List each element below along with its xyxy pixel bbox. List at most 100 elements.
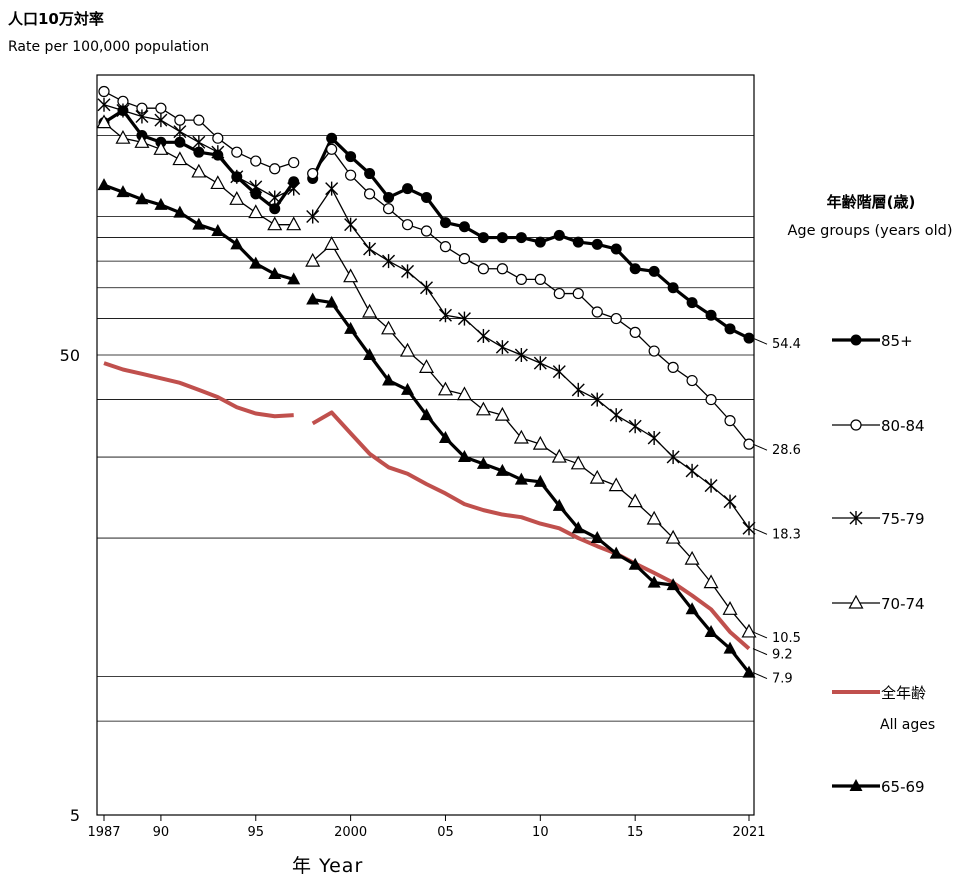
data-point bbox=[457, 450, 471, 463]
legend-label: 85+ bbox=[881, 332, 913, 350]
data-point bbox=[174, 136, 186, 148]
data-point bbox=[665, 529, 681, 544]
data-point bbox=[135, 109, 149, 124]
y-axis-title-ja: 人口10万対率 bbox=[8, 10, 104, 28]
data-point bbox=[362, 303, 378, 318]
data-point bbox=[173, 124, 187, 139]
data-point bbox=[609, 408, 623, 423]
data-point bbox=[742, 521, 756, 536]
x-axis-title: 年 Year bbox=[292, 855, 363, 877]
data-point bbox=[590, 392, 604, 407]
data-point bbox=[590, 531, 604, 544]
data-point bbox=[609, 546, 623, 559]
data-point bbox=[477, 263, 490, 275]
x-tick-label: 90 bbox=[153, 825, 170, 840]
plot-area bbox=[96, 74, 755, 816]
data-point bbox=[532, 435, 548, 450]
data-point bbox=[307, 167, 319, 180]
legend-item: 65-69 bbox=[832, 778, 925, 796]
data-point bbox=[286, 216, 302, 231]
data-point bbox=[343, 268, 359, 283]
data-point bbox=[401, 382, 415, 395]
data-point bbox=[287, 272, 301, 285]
data-point bbox=[193, 114, 205, 126]
data-point bbox=[287, 181, 301, 196]
legend-title-ja: 年齢階層(歳) bbox=[827, 193, 916, 211]
data-point bbox=[345, 169, 357, 181]
data-point bbox=[268, 266, 282, 279]
data-point bbox=[230, 237, 244, 250]
data-point bbox=[97, 97, 111, 112]
data-point bbox=[306, 292, 320, 305]
data-point bbox=[849, 511, 863, 525]
data-point bbox=[685, 463, 699, 478]
data-point bbox=[155, 102, 167, 114]
data-point bbox=[648, 345, 660, 357]
data-point bbox=[647, 575, 661, 588]
x-tick-label: 05 bbox=[437, 825, 454, 840]
legend-label-en: All ages bbox=[880, 717, 935, 733]
data-point bbox=[231, 146, 243, 158]
data-point bbox=[743, 332, 755, 344]
data-point bbox=[724, 415, 736, 427]
end-label-leader bbox=[752, 648, 768, 656]
series-4 bbox=[103, 361, 751, 651]
data-point bbox=[363, 241, 377, 256]
data-point bbox=[248, 204, 264, 219]
data-point bbox=[848, 594, 864, 609]
data-point bbox=[610, 243, 622, 255]
data-point bbox=[193, 146, 205, 158]
data-point bbox=[553, 287, 565, 300]
data-point bbox=[457, 311, 471, 326]
end-label-leader bbox=[752, 672, 768, 680]
data-point bbox=[401, 219, 414, 231]
data-point bbox=[458, 253, 471, 265]
end-labels: 54.4 28.6 18.3 10.5 9.2 7.9 bbox=[752, 337, 801, 687]
data-point bbox=[153, 141, 169, 155]
data-point bbox=[723, 641, 737, 654]
legend-item: 75-79 bbox=[832, 510, 925, 528]
data-point bbox=[515, 232, 527, 244]
data-point bbox=[249, 256, 263, 269]
data-point bbox=[628, 557, 642, 570]
end-label: 10.5 bbox=[772, 631, 801, 646]
y-tick-label: 5 bbox=[70, 806, 80, 825]
data-point bbox=[154, 197, 168, 210]
legend-item: 80-84 bbox=[832, 417, 925, 435]
series-line bbox=[312, 243, 750, 633]
data-point bbox=[475, 401, 491, 416]
data-point bbox=[135, 192, 149, 205]
data-point bbox=[722, 601, 738, 615]
data-point bbox=[647, 431, 661, 446]
data-point bbox=[98, 85, 110, 98]
series-2 bbox=[97, 97, 756, 536]
series-3 bbox=[96, 114, 757, 638]
legend-label: 全年齢 bbox=[881, 684, 926, 702]
end-label: 9.2 bbox=[772, 648, 793, 663]
data-point bbox=[437, 381, 453, 396]
data-point bbox=[115, 129, 131, 144]
data-point bbox=[570, 455, 586, 470]
data-point bbox=[705, 309, 717, 321]
x-tick-label: 2000 bbox=[334, 825, 367, 840]
data-point bbox=[325, 295, 339, 308]
data-point bbox=[250, 188, 262, 200]
data-point bbox=[212, 132, 224, 144]
data-point bbox=[496, 232, 508, 244]
data-point bbox=[438, 431, 452, 444]
data-point bbox=[154, 113, 168, 128]
legend: 85+ 80-84 75-79 70-74 全年齢 All ages 65-69 bbox=[832, 332, 935, 796]
data-point bbox=[572, 236, 584, 248]
data-point bbox=[324, 236, 340, 250]
data-point bbox=[268, 190, 282, 205]
data-point bbox=[211, 145, 225, 160]
data-point bbox=[686, 374, 698, 387]
data-point bbox=[476, 456, 490, 469]
data-point bbox=[589, 469, 605, 484]
data-point bbox=[684, 550, 700, 565]
data-point bbox=[306, 209, 320, 224]
legend-label: 75-79 bbox=[881, 510, 925, 528]
y-axis-ticks: 5 50 bbox=[60, 346, 80, 825]
series-1 bbox=[98, 85, 755, 450]
